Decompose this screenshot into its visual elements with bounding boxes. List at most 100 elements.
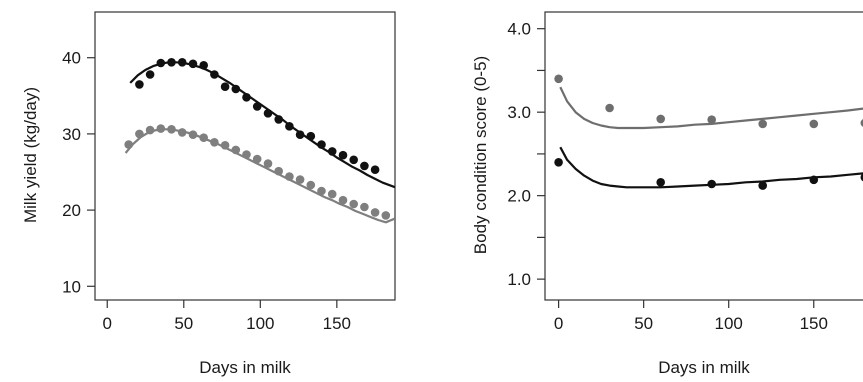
- series-1-point: [758, 119, 767, 129]
- series-2-point: [809, 175, 819, 185]
- y-tick-label: 10: [62, 277, 81, 296]
- y-tick-label: 1.0: [507, 270, 531, 289]
- right-plot-frame: [544, 11, 863, 301]
- series-1-point: [156, 58, 166, 68]
- x-tick-label: 100: [715, 314, 743, 333]
- x-tick-label: 50: [174, 314, 193, 333]
- x-tick-label: 0: [103, 314, 112, 333]
- series-1-point: [327, 147, 337, 156]
- series-2-point: [381, 211, 391, 220]
- y-tick-label: 30: [62, 125, 81, 144]
- series-1-point: [370, 165, 380, 174]
- x-tick-label: 150: [323, 314, 351, 333]
- series-2-point: [156, 124, 166, 133]
- series-2-fitted-line: [559, 146, 863, 189]
- series-2-point: [220, 141, 230, 150]
- left-chart: 0 50 100 150 10 20 30 40 Days in milk Mi…: [21, 11, 396, 377]
- series-2-point: [167, 125, 176, 134]
- series-1-point: [295, 130, 305, 139]
- x-tick-label: 50: [634, 314, 653, 333]
- y-tick-label: 20: [62, 201, 81, 220]
- left-y-tick-labels: 10 20 30 40: [62, 49, 81, 297]
- series-2-point: [370, 208, 380, 217]
- series-1-point: [210, 70, 219, 79]
- right-data-marks: [554, 74, 863, 190]
- series-1-fitted-line: [129, 61, 395, 189]
- series-2-point: [135, 129, 144, 139]
- series-2-point: [274, 166, 284, 176]
- series-2-point: [860, 173, 863, 182]
- series-1-point: [263, 109, 273, 118]
- series-1-point: [317, 140, 326, 149]
- series-2-point: [124, 140, 133, 149]
- series-2-point: [306, 180, 316, 190]
- x-tick-label: 100: [246, 314, 274, 333]
- right-y-tick-labels: 1.0 2.0 3.0 4.0: [507, 20, 531, 289]
- series-1-point: [860, 119, 863, 127]
- series-2-point: [210, 138, 219, 147]
- right-chart: 0 50 100 150 1.0 2.0 3.0 4.0 Days in mil…: [471, 11, 863, 377]
- series-2-point: [252, 154, 262, 164]
- x-tick-label: 0: [554, 314, 563, 333]
- right-x-ticks: [558, 300, 815, 308]
- y-axis-title: Body condition score (0-5): [471, 56, 490, 254]
- left-plot-frame: [94, 11, 396, 301]
- series-1-point: [177, 58, 187, 67]
- series-1-point: [199, 61, 208, 70]
- x-axis-title: Days in milk: [199, 358, 291, 377]
- series-2-point: [145, 125, 155, 135]
- series-2-point: [554, 158, 563, 167]
- series-1-point: [167, 58, 176, 67]
- series-2-point: [263, 159, 273, 168]
- x-tick-label: 150: [800, 314, 828, 333]
- series-2-point: [338, 195, 348, 205]
- series-1-point: [242, 93, 251, 102]
- series-1-point: [252, 102, 262, 111]
- series-2-point: [349, 199, 359, 209]
- series-1-point: [605, 103, 614, 113]
- series-2-point: [707, 179, 716, 189]
- series-2-point: [360, 202, 369, 212]
- series-2-point: [242, 150, 251, 159]
- right-y-ticks: [537, 28, 545, 280]
- left-x-ticks: [106, 300, 338, 308]
- series-1-point: [274, 115, 284, 124]
- x-axis-title: Days in milk: [658, 358, 750, 377]
- series-2-point: [656, 178, 665, 187]
- series-2-point: [295, 175, 305, 184]
- series-1-point: [145, 70, 155, 79]
- series-1-point: [188, 59, 198, 69]
- left-y-ticks: [87, 57, 95, 287]
- series-1-point: [231, 84, 241, 94]
- left-data-marks: [124, 58, 395, 224]
- y-tick-label: 2.0: [507, 187, 531, 206]
- series-2-point: [199, 133, 208, 142]
- series-2-point: [285, 172, 294, 181]
- left-x-tick-labels: 0 50 100 150: [103, 314, 352, 333]
- series-1-fitted-line: [559, 86, 863, 130]
- y-tick-label: 3.0: [507, 103, 531, 122]
- series-1-point: [338, 150, 348, 160]
- y-tick-label: 40: [62, 49, 81, 68]
- series-2-point: [317, 186, 326, 196]
- series-1-point: [220, 82, 230, 91]
- series-2-point: [327, 189, 337, 199]
- series-2-fitted-line: [124, 128, 395, 224]
- right-x-tick-labels: 0 50 100 150: [554, 314, 828, 333]
- y-axis-title: Milk yield (kg/day): [21, 87, 40, 223]
- series-2-point: [188, 130, 198, 139]
- y-tick-label: 4.0: [507, 20, 531, 39]
- series-1-point: [306, 131, 316, 141]
- series-1-point: [360, 161, 369, 171]
- series-2-point: [177, 128, 187, 137]
- series-1-point: [285, 122, 294, 131]
- series-2-point: [231, 145, 241, 155]
- series-1-point: [349, 155, 359, 165]
- series-1-point: [135, 80, 144, 89]
- series-1-point: [656, 114, 665, 124]
- series-1-point: [554, 74, 563, 84]
- series-1-point: [809, 119, 819, 129]
- series-2-point: [758, 181, 767, 190]
- series-1-point: [707, 115, 716, 124]
